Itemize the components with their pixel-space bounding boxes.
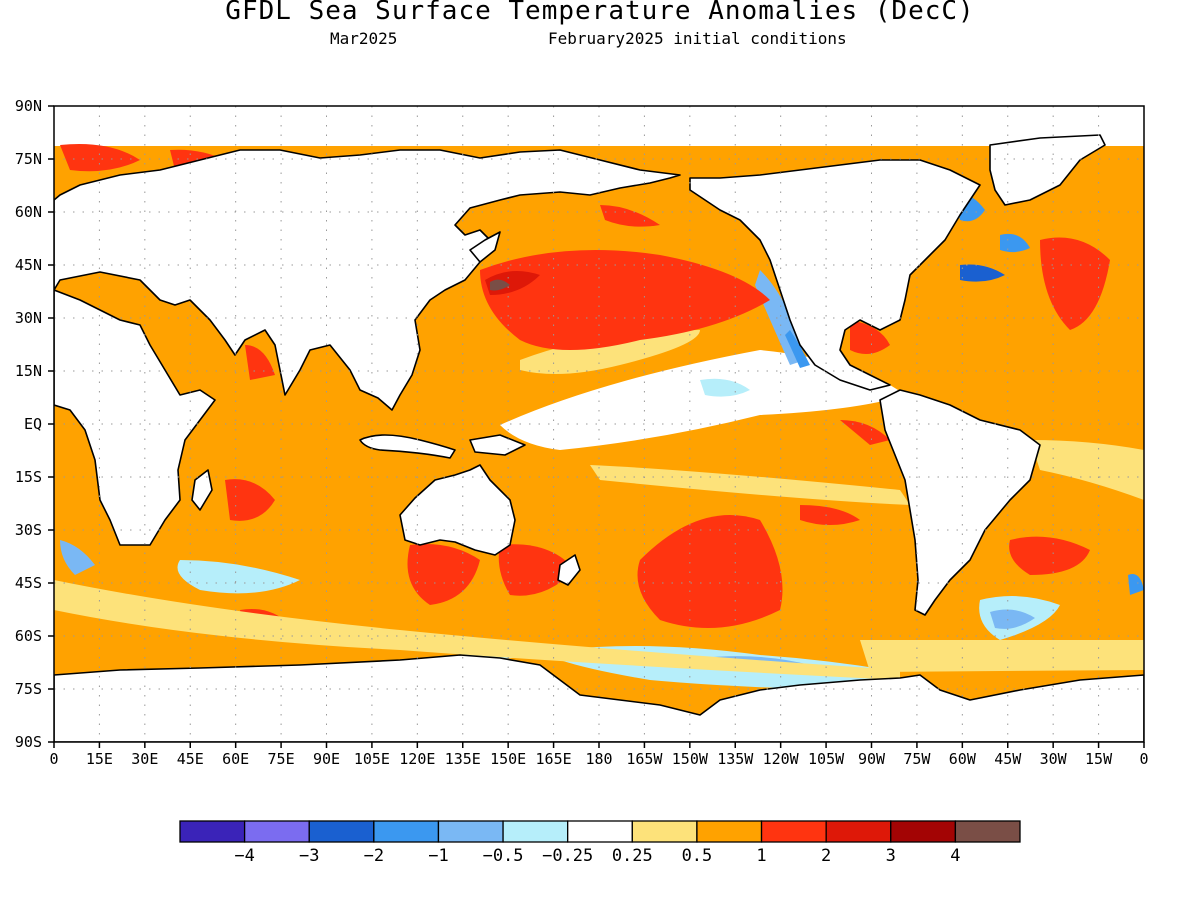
colorbar-tick-label: 0.5	[681, 846, 713, 866]
new-guinea	[469, 434, 526, 456]
latitude-label: 90N	[14, 97, 42, 115]
colorbar-tick-label: −1	[428, 846, 449, 866]
colorbar-tick-label: 3	[885, 846, 896, 866]
longitude-label: 105W	[808, 750, 845, 768]
colorbar-swatch	[890, 820, 957, 843]
grid-lines	[54, 106, 1144, 742]
longitude-label: 150W	[671, 750, 708, 768]
longitude-label: 135W	[717, 750, 754, 768]
indonesia	[359, 434, 456, 459]
colorbar-swatch	[567, 820, 633, 843]
colorbar-tick-label: −3	[298, 846, 320, 866]
longitude-label: 165E	[535, 750, 572, 768]
longitude-label: 15E	[85, 750, 113, 768]
north-america	[689, 159, 981, 391]
latitude-label: 75S	[14, 680, 42, 698]
latitude-label: 15S	[14, 468, 42, 486]
colorbar-tick-label: 2	[821, 846, 832, 866]
latitude-label: 45N	[14, 256, 42, 274]
colorbar-swatch	[502, 820, 569, 843]
initial-conditions-label: February2025 initial conditions	[548, 29, 847, 48]
colorbar-tick-label: −0.5	[482, 846, 524, 866]
longitude-label: 120W	[762, 750, 799, 768]
colorbar-tick-label: −0.25	[542, 846, 594, 866]
longitude-label: 15W	[1085, 750, 1113, 768]
japan	[469, 231, 501, 263]
longitude-label: 0	[1139, 750, 1149, 768]
latitude-label: 30S	[14, 521, 42, 539]
equatorial-pacific-neutral	[500, 350, 905, 450]
colorbar-tick-label: 0.25	[611, 846, 653, 866]
colorbar-swatch	[243, 820, 310, 843]
longitude-label: 165W	[626, 750, 663, 768]
colorbar	[179, 820, 1021, 843]
latitude-label: EQ	[23, 415, 42, 433]
latitude-label: 30N	[14, 309, 42, 327]
latitude-label: 90S	[14, 733, 42, 751]
longitude-label: 120E	[399, 750, 436, 768]
latitude-label: 60S	[14, 627, 42, 645]
forecast-month: Mar2025	[330, 29, 398, 48]
new-zealand	[557, 554, 581, 586]
colorbar-tick-label: 4	[950, 846, 961, 866]
continent-outlines	[54, 134, 1144, 742]
longitude-label: 75E	[267, 750, 295, 768]
axis-ticks	[48, 105, 1145, 748]
longitude-label: 90E	[312, 750, 341, 768]
longitude-label: 0	[49, 750, 59, 768]
longitude-label: 75W	[903, 750, 931, 768]
colorbar-swatch	[760, 820, 827, 843]
longitude-label: 60W	[948, 750, 976, 768]
latitude-label: 45S	[14, 574, 42, 592]
colorbar-tick-label: −2	[363, 846, 385, 866]
longitude-label: 30W	[1039, 750, 1067, 768]
latitude-label: 75N	[14, 150, 42, 168]
africa-eurasia-landmass	[54, 149, 681, 546]
latitude-label: 60N	[14, 203, 42, 221]
longitude-label: 105E	[353, 750, 390, 768]
longitude-label: 60E	[222, 750, 250, 768]
warm-patch-north-pacific	[480, 250, 770, 350]
longitude-label: 30E	[131, 750, 159, 768]
longitude-label: 90W	[857, 750, 886, 768]
chart-title: GFDL Sea Surface Temperature Anomalies (…	[225, 0, 975, 26]
latitude-label: 15N	[14, 362, 42, 380]
colorbar-swatch	[373, 820, 440, 843]
longitude-label: 150E	[490, 750, 527, 768]
south-america	[879, 389, 1041, 616]
colorbar-swatch	[696, 820, 763, 843]
longitude-label: 180	[585, 750, 613, 768]
colorbar-swatch	[437, 820, 504, 843]
longitude-label: 45E	[176, 750, 204, 768]
colorbar-swatch	[631, 820, 698, 843]
greenland	[989, 134, 1106, 206]
colorbar-swatch	[825, 820, 892, 843]
colorbar-tick-label: 1	[756, 846, 767, 866]
australia	[399, 464, 516, 556]
longitude-label: 135E	[444, 750, 481, 768]
longitude-label: 45W	[994, 750, 1022, 768]
colorbar-swatch	[179, 820, 246, 843]
madagascar	[191, 469, 213, 511]
colorbar-tick-label: −4	[234, 846, 255, 866]
colorbar-swatch	[954, 820, 1021, 843]
colorbar-swatch	[308, 820, 375, 843]
